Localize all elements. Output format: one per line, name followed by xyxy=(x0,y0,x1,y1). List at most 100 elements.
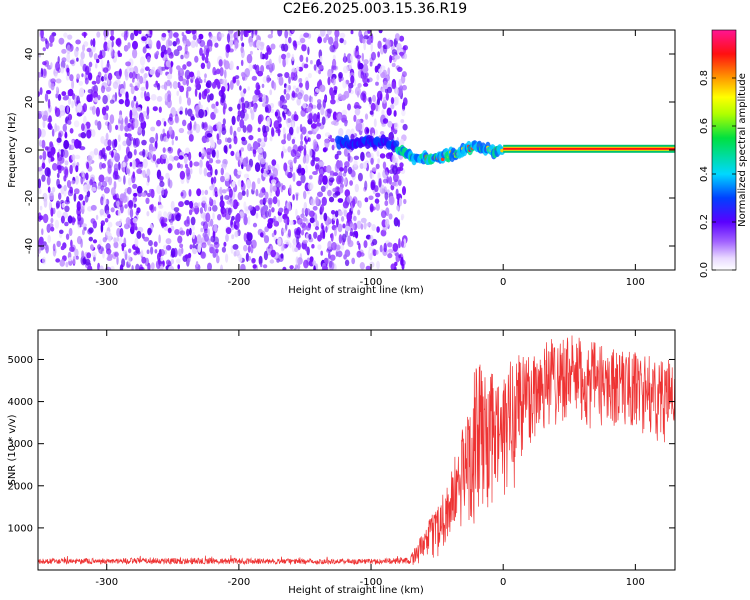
noise-speckle xyxy=(244,100,250,109)
noise-speckle xyxy=(298,82,303,88)
noise-speckle xyxy=(207,228,210,237)
noise-speckle xyxy=(236,65,239,70)
noise-speckle xyxy=(216,149,220,159)
noise-speckle xyxy=(167,163,173,171)
noise-speckle xyxy=(39,87,43,96)
noise-speckle xyxy=(255,212,259,219)
noise-speckle xyxy=(376,260,380,270)
noise-speckle xyxy=(339,37,345,44)
noise-speckle xyxy=(374,65,378,73)
noise-speckle xyxy=(68,227,73,237)
noise-speckle xyxy=(110,187,116,196)
noise-speckle xyxy=(252,264,257,269)
noise-speckle xyxy=(331,241,337,251)
noise-speckle xyxy=(42,114,48,122)
noise-speckle xyxy=(229,37,233,48)
noise-speckle xyxy=(220,167,224,176)
noise-speckle xyxy=(133,30,139,37)
noise-speckle xyxy=(262,76,268,83)
noise-speckle xyxy=(72,255,76,265)
noise-speckle xyxy=(248,63,253,72)
noise-speckle xyxy=(291,92,298,98)
noise-speckle xyxy=(180,54,184,60)
noise-speckle xyxy=(362,63,369,74)
noise-speckle xyxy=(280,253,284,259)
noise-speckle xyxy=(233,135,238,145)
noise-speckle xyxy=(169,113,173,122)
noise-speckle xyxy=(55,61,61,72)
noise-speckle xyxy=(397,179,402,186)
noise-speckle xyxy=(334,153,339,160)
noise-speckle xyxy=(241,42,245,48)
colorbar: 0.0 0.2 0.4 0.6 0.8 Normalized spectral ampl… xyxy=(699,29,748,278)
colorbar-tick-label: 0.8 xyxy=(699,70,710,86)
noise-speckle xyxy=(150,126,156,132)
noise-speckle xyxy=(64,221,69,227)
noise-speckle xyxy=(374,198,380,204)
noise-speckle xyxy=(55,93,59,99)
noise-speckle xyxy=(300,229,305,236)
noise-speckle xyxy=(132,40,138,50)
noise-speckle xyxy=(119,114,123,121)
noise-speckle xyxy=(61,57,67,63)
noise-speckle xyxy=(234,249,240,257)
noise-speckle xyxy=(112,170,119,180)
colorbar-label: Normalized spectral amplitude xyxy=(737,73,748,227)
colorbar-tick-label: 0.6 xyxy=(699,118,710,134)
noise-speckle xyxy=(379,153,386,159)
noise-speckle xyxy=(218,33,225,38)
noise-speckle xyxy=(175,258,181,264)
noise-speckle xyxy=(132,137,136,146)
noise-speckle xyxy=(385,92,389,101)
noise-speckle xyxy=(252,141,259,150)
noise-speckle xyxy=(136,250,141,255)
noise-speckle xyxy=(58,192,62,200)
noise-speckle xyxy=(162,147,166,153)
noise-speckle xyxy=(203,167,208,177)
noise-speckle xyxy=(309,95,312,103)
noise-speckle xyxy=(394,55,401,60)
noise-speckle xyxy=(381,109,385,117)
noise-speckle xyxy=(340,94,347,101)
noise-speckle xyxy=(305,80,310,91)
noise-speckle xyxy=(293,228,299,235)
noise-speckle xyxy=(371,51,376,61)
noise-speckle xyxy=(291,30,295,33)
noise-speckle xyxy=(66,70,70,77)
noise-speckle xyxy=(299,37,306,44)
noise-speckle xyxy=(67,120,72,125)
noise-speckle xyxy=(153,206,157,212)
noise-speckle xyxy=(188,134,194,142)
noise-speckle xyxy=(278,76,284,86)
noise-speckle xyxy=(190,116,195,121)
noise-speckle xyxy=(388,131,395,141)
noise-speckle xyxy=(380,210,387,219)
noise-speckle xyxy=(74,138,80,149)
noise-speckle xyxy=(278,207,284,213)
noise-speckle xyxy=(219,186,223,195)
noise-speckle xyxy=(42,241,47,246)
noise-speckle xyxy=(99,265,104,270)
noise-speckle xyxy=(154,249,158,254)
noise-speckle xyxy=(160,257,164,262)
noise-speckle xyxy=(184,44,188,55)
noise-speckle xyxy=(100,220,106,227)
noise-speckle xyxy=(106,248,112,255)
noise-speckle xyxy=(305,164,308,174)
noise-speckle xyxy=(142,46,147,54)
noise-speckle xyxy=(375,202,380,211)
noise-speckle xyxy=(179,163,184,169)
noise-speckle xyxy=(221,207,227,218)
noise-speckle xyxy=(141,233,145,239)
noise-speckle xyxy=(127,255,131,265)
noise-speckle xyxy=(252,147,257,158)
noise-speckle xyxy=(211,36,217,43)
noise-speckle xyxy=(56,240,61,248)
noise-speckle xyxy=(322,175,328,186)
noise-speckle xyxy=(319,84,326,93)
noise-speckle xyxy=(141,192,147,198)
noise-speckle xyxy=(328,218,332,223)
noise-speckle xyxy=(387,248,394,254)
noise-speckle xyxy=(265,210,269,218)
